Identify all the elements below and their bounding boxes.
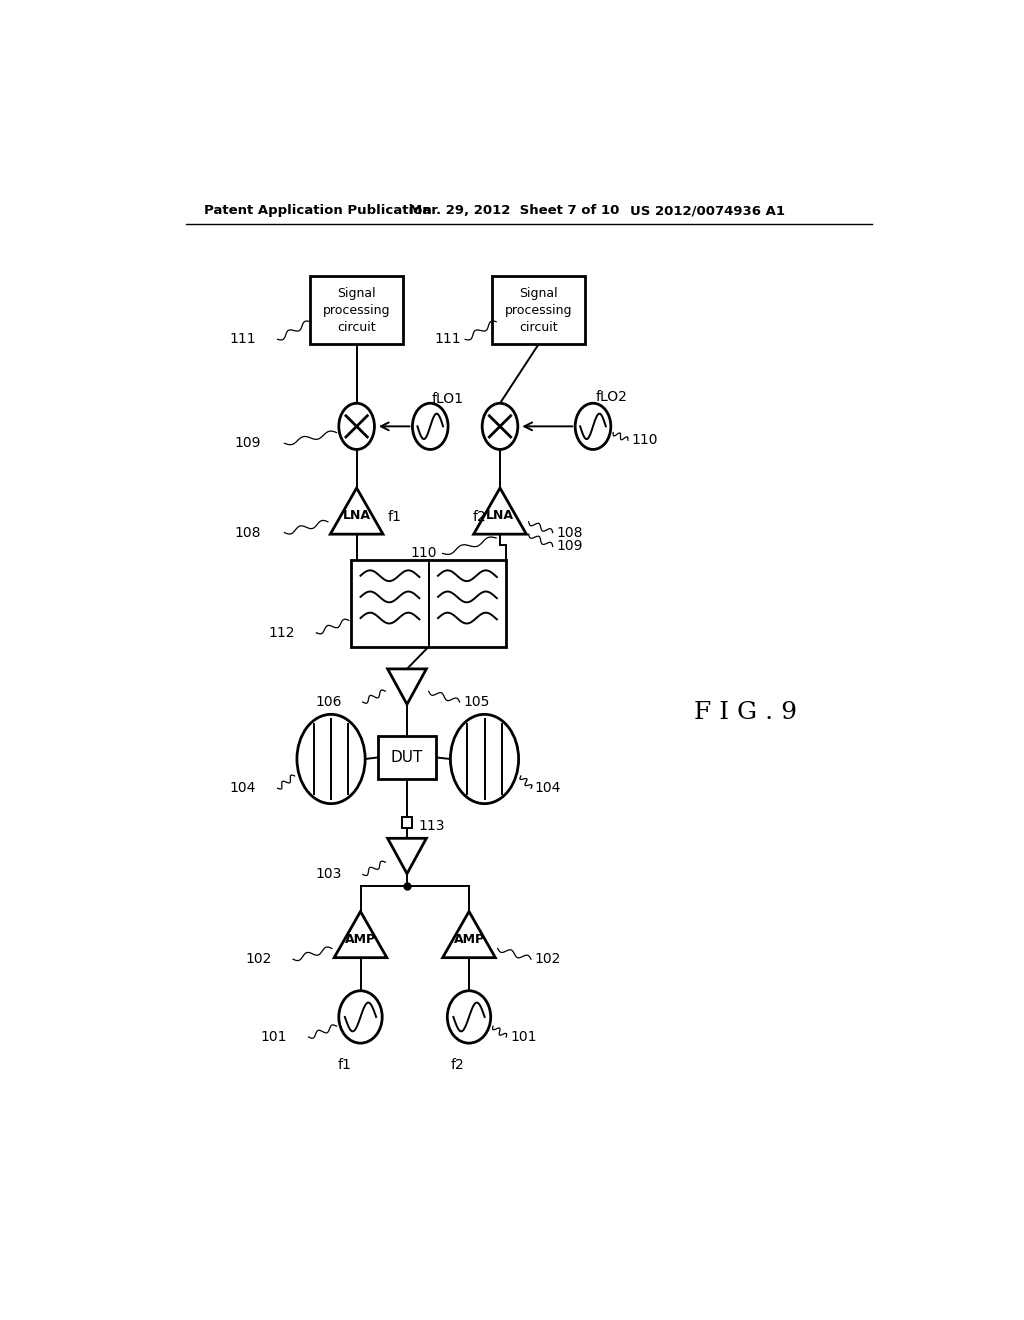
Text: 111: 111 — [434, 333, 461, 346]
Text: 110: 110 — [632, 433, 658, 447]
Bar — [351, 561, 506, 647]
Text: AMP: AMP — [345, 933, 376, 945]
Text: 101: 101 — [510, 1030, 537, 1044]
Text: Signal
processing
circuit: Signal processing circuit — [505, 286, 572, 334]
Text: 105: 105 — [464, 696, 489, 709]
Text: 102: 102 — [245, 952, 271, 966]
Text: 103: 103 — [315, 867, 342, 882]
Polygon shape — [388, 838, 426, 874]
Ellipse shape — [297, 714, 366, 804]
Ellipse shape — [339, 991, 382, 1043]
Text: Mar. 29, 2012  Sheet 7 of 10: Mar. 29, 2012 Sheet 7 of 10 — [410, 205, 620, 218]
Text: Signal
processing
circuit: Signal processing circuit — [323, 286, 390, 334]
Text: LNA: LNA — [486, 510, 514, 523]
Ellipse shape — [575, 404, 611, 450]
Text: f1: f1 — [388, 511, 401, 524]
Text: 102: 102 — [535, 952, 561, 966]
Text: 113: 113 — [419, 818, 445, 833]
Text: 104: 104 — [229, 781, 256, 795]
Bar — [493, 276, 586, 345]
Bar — [378, 737, 436, 779]
Text: f2: f2 — [473, 511, 486, 524]
Text: 112: 112 — [268, 626, 295, 640]
Ellipse shape — [413, 404, 449, 450]
Ellipse shape — [451, 714, 518, 804]
Text: 110: 110 — [410, 546, 436, 561]
Ellipse shape — [482, 404, 518, 450]
Text: 109: 109 — [234, 437, 261, 450]
Text: 106: 106 — [315, 696, 342, 709]
Text: f2: f2 — [451, 1057, 464, 1072]
Polygon shape — [442, 911, 496, 958]
Polygon shape — [331, 488, 383, 535]
Text: US 2012/0074936 A1: US 2012/0074936 A1 — [630, 205, 785, 218]
Text: AMP: AMP — [454, 933, 484, 945]
Text: f1: f1 — [338, 1057, 352, 1072]
Text: 111: 111 — [229, 333, 256, 346]
Text: fLO2: fLO2 — [596, 391, 628, 404]
Text: LNA: LNA — [343, 510, 371, 523]
Ellipse shape — [339, 404, 375, 450]
Text: 109: 109 — [557, 540, 583, 553]
Bar — [310, 276, 403, 345]
Bar — [401, 817, 413, 828]
Text: 108: 108 — [557, 525, 583, 540]
Text: DUT: DUT — [391, 750, 423, 766]
Text: 104: 104 — [535, 781, 561, 795]
Text: F I G . 9: F I G . 9 — [693, 701, 797, 725]
Text: Patent Application Publication: Patent Application Publication — [204, 205, 432, 218]
Polygon shape — [388, 669, 426, 705]
Polygon shape — [474, 488, 526, 535]
Text: 101: 101 — [260, 1030, 287, 1044]
Text: 108: 108 — [234, 525, 261, 540]
Polygon shape — [334, 911, 387, 958]
Ellipse shape — [447, 991, 490, 1043]
Text: fLO1: fLO1 — [432, 392, 464, 405]
